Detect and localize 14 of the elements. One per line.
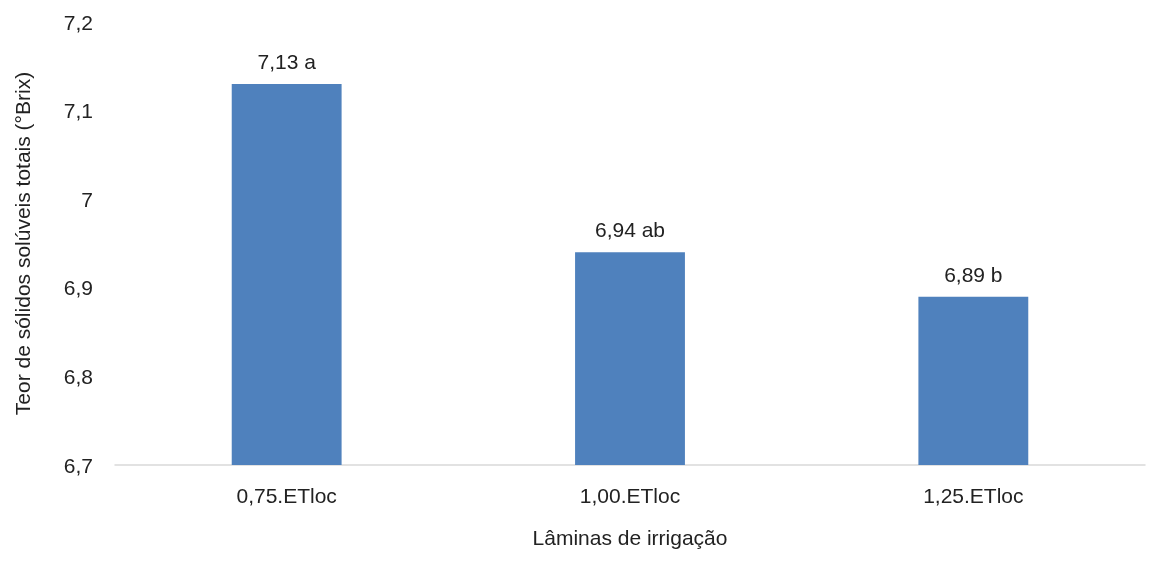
y-tick-label: 7 [81, 187, 93, 211]
x-tick-label: 1,25.ETloc [923, 484, 1024, 507]
data-label: 6,94 ab [594, 218, 666, 242]
x-axis-title: Lâminas de irrigação [532, 526, 728, 549]
x-tick-label: 1,00.ETloc [579, 484, 681, 507]
y-tick-label: 6,7 [63, 453, 93, 477]
y-tick-label: 7,1 [63, 99, 93, 123]
data-label: 6,89 b [944, 262, 1003, 286]
y-axis-title: Teor de sólidos solúveis totais (°Brix) [11, 71, 34, 416]
y-tick-label: 6,9 [63, 276, 93, 300]
y-tick-label: 7,2 [63, 10, 93, 34]
data-label: 7,13 a [257, 50, 317, 74]
x-tick-label: 0,75.ETloc [236, 484, 337, 507]
y-tick-label: 6,8 [63, 364, 93, 388]
